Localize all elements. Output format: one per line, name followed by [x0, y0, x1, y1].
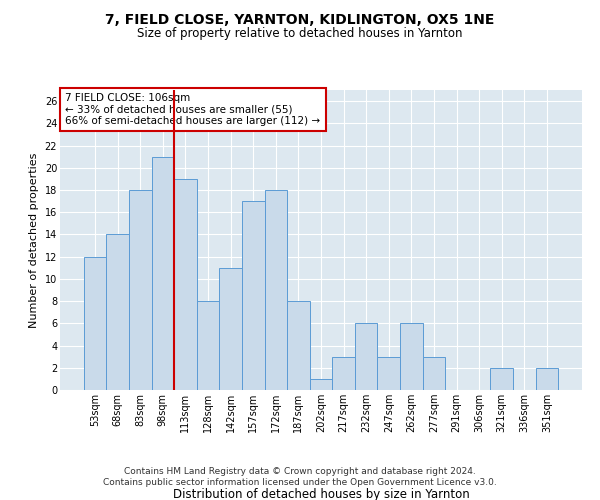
Bar — [490, 368, 513, 390]
Bar — [400, 324, 422, 390]
Text: 7 FIELD CLOSE: 106sqm
← 33% of detached houses are smaller (55)
66% of semi-deta: 7 FIELD CLOSE: 106sqm ← 33% of detached … — [65, 93, 320, 126]
Bar — [377, 356, 400, 390]
Bar — [197, 301, 220, 390]
Bar — [242, 201, 265, 390]
Bar — [422, 356, 445, 390]
Bar — [152, 156, 174, 390]
Bar — [355, 324, 377, 390]
Bar — [332, 356, 355, 390]
Bar — [84, 256, 106, 390]
X-axis label: Distribution of detached houses by size in Yarnton: Distribution of detached houses by size … — [173, 488, 469, 500]
Y-axis label: Number of detached properties: Number of detached properties — [29, 152, 39, 328]
Bar — [310, 379, 332, 390]
Text: Size of property relative to detached houses in Yarnton: Size of property relative to detached ho… — [137, 28, 463, 40]
Text: 7, FIELD CLOSE, YARNTON, KIDLINGTON, OX5 1NE: 7, FIELD CLOSE, YARNTON, KIDLINGTON, OX5… — [106, 12, 494, 26]
Bar — [265, 190, 287, 390]
Bar — [287, 301, 310, 390]
Bar — [129, 190, 152, 390]
Bar — [220, 268, 242, 390]
Text: Contains public sector information licensed under the Open Government Licence v3: Contains public sector information licen… — [103, 478, 497, 487]
Bar — [536, 368, 558, 390]
Bar — [106, 234, 129, 390]
Bar — [174, 179, 197, 390]
Text: Contains HM Land Registry data © Crown copyright and database right 2024.: Contains HM Land Registry data © Crown c… — [124, 467, 476, 476]
